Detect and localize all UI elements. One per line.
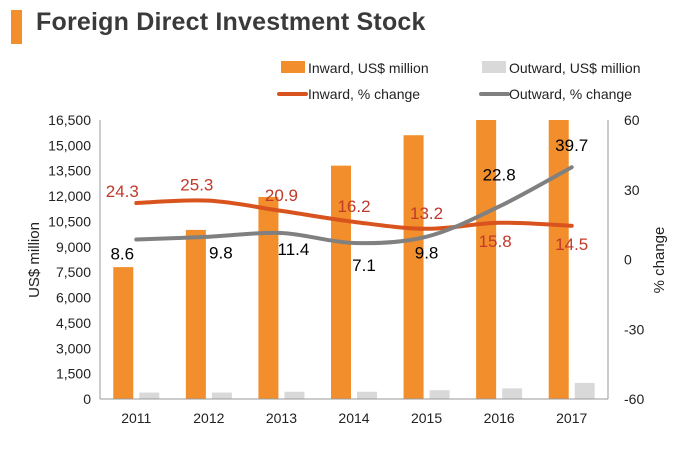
- legend-swatch-inward-bar: [281, 61, 305, 73]
- bar-outward: [284, 391, 305, 399]
- legend-label-outward-line: Outward, % change: [509, 86, 632, 102]
- y-tick-label: 13,500: [48, 163, 91, 179]
- data-label-outward: 7.1: [352, 256, 376, 275]
- y-tick-label: 1,500: [56, 366, 91, 382]
- y2-axis-title: % change: [651, 227, 668, 294]
- bar-inward: [476, 120, 497, 399]
- y2-tick-label: 0: [624, 252, 632, 268]
- data-label-inward: 13.2: [410, 204, 443, 223]
- x-tick-label: 2015: [411, 410, 442, 426]
- bar-outward: [357, 391, 377, 399]
- y2-tick-label: -30: [624, 321, 644, 337]
- data-label-inward: 24.3: [106, 182, 139, 201]
- x-tick-label: 2013: [266, 410, 297, 426]
- x-tick-label: 2014: [338, 410, 369, 426]
- data-label-outward: 11.4: [278, 240, 310, 259]
- bar-outward: [502, 388, 523, 399]
- y-tick-label: 16,500: [48, 112, 91, 128]
- bar-inward: [258, 196, 279, 399]
- data-label-outward: 39.7: [555, 136, 588, 155]
- data-label-outward: 9.8: [415, 244, 439, 263]
- y2-tick-label: 60: [624, 112, 640, 128]
- bar-outward: [139, 392, 160, 399]
- x-tick-label: 2011: [121, 410, 151, 426]
- y-tick-label: 3,000: [56, 340, 91, 356]
- line-inward-pct: [134, 198, 574, 231]
- bar-outward: [574, 382, 595, 399]
- y2-tick-label: 30: [624, 182, 640, 198]
- data-label-inward: 16.2: [337, 197, 370, 216]
- y-tick-label: 6,000: [56, 290, 91, 306]
- legend-label-outward-bar: Outward, US$ million: [509, 60, 641, 76]
- legend-label-inward-line: Inward, % change: [308, 86, 420, 102]
- data-label-outward: 9.8: [209, 244, 233, 263]
- y-tick-label: 0: [83, 391, 91, 407]
- legend-label-inward-bar: Inward, US$ million: [308, 60, 429, 76]
- data-label-inward: 25.3: [180, 176, 213, 195]
- y-tick-label: 4,500: [56, 315, 91, 331]
- x-tick-label: 2012: [193, 410, 224, 426]
- data-label-inward: 15.8: [479, 232, 512, 251]
- x-tick-label: 2016: [484, 410, 515, 426]
- bar-inward: [185, 229, 206, 399]
- data-label-outward: 8.6: [110, 245, 134, 264]
- y-tick-label: 9,000: [56, 239, 91, 255]
- bar-inward: [548, 120, 569, 399]
- x-tick-label: 2017: [556, 410, 587, 426]
- y-tick-label: 7,500: [56, 264, 91, 280]
- data-label-outward: 22.8: [483, 165, 516, 184]
- line-outward-pct: [134, 165, 574, 246]
- data-label-inward: 14.5: [555, 235, 588, 254]
- data-label-inward: 20.9: [265, 186, 298, 205]
- y-tick-label: 10,500: [48, 213, 91, 229]
- y-axis-title: US$ million: [26, 222, 43, 298]
- bar-inward: [113, 267, 134, 399]
- bar-outward: [211, 392, 232, 399]
- y2-tick-label: -60: [624, 391, 644, 407]
- y-tick-label: 12,000: [48, 188, 91, 204]
- title-accent-bar: [11, 10, 22, 44]
- legend-swatch-outward-bar: [482, 61, 506, 73]
- bar-outward: [429, 390, 450, 399]
- chart-title: Foreign Direct Investment Stock: [36, 8, 426, 36]
- bar-inward: [331, 165, 351, 399]
- y-tick-label: 15,000: [48, 137, 91, 153]
- bar-inward: [403, 135, 424, 399]
